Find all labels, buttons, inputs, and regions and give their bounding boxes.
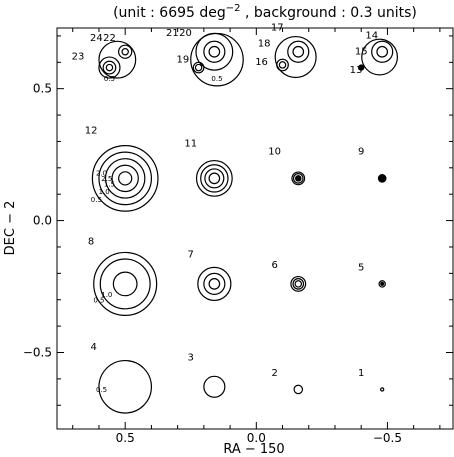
source-label: 10 xyxy=(268,147,281,158)
contour-12 xyxy=(104,158,146,199)
y-tick-label: 0.0 xyxy=(33,214,52,228)
contour-12 xyxy=(118,171,133,186)
filled-source-5 xyxy=(380,281,385,286)
contour-10 xyxy=(291,171,306,186)
contour-23 xyxy=(98,56,121,79)
axis-ticks: 0.5 0.0 −0.5 0.5 0.0 −0.5 xyxy=(23,28,453,445)
source-label: 20 xyxy=(179,28,192,39)
contour-level-label: 1.0 xyxy=(99,188,110,196)
source-label: 22 xyxy=(103,33,116,44)
x-tick-label: 0.5 xyxy=(116,431,135,445)
contour-lines xyxy=(91,32,399,414)
contour-15 xyxy=(361,38,399,76)
contour-21 xyxy=(190,32,244,87)
contour-18 xyxy=(274,35,317,79)
contour-23 xyxy=(102,60,117,75)
source-label: 15 xyxy=(355,46,368,57)
contour-11 xyxy=(195,159,233,197)
contour-16 xyxy=(278,61,287,69)
contour-6 xyxy=(294,280,303,288)
source-label: 11 xyxy=(184,139,197,150)
contour-11 xyxy=(204,168,225,189)
y-axis-label: DEC − 2 xyxy=(3,201,18,256)
source-label: 14 xyxy=(365,31,378,42)
contour-level-label: 1.0 xyxy=(101,291,112,299)
source-labels: 1234567891011121314151617181920212223240… xyxy=(72,23,378,394)
chart-title: (unit : 6695 deg−2 , background : 0.3 un… xyxy=(113,3,417,21)
source-label: 12 xyxy=(85,126,98,137)
contour-14 xyxy=(376,45,389,58)
contour-level-label: 0.5 xyxy=(104,75,115,83)
source-label: 6 xyxy=(271,260,277,271)
contour-8 xyxy=(99,258,151,310)
contour-12 xyxy=(91,144,159,212)
contour-24 xyxy=(98,40,137,79)
contour-8 xyxy=(112,271,138,297)
source-label: 5 xyxy=(358,263,364,274)
y-tick-label: −0.5 xyxy=(23,345,52,359)
contour-4 xyxy=(98,359,153,414)
contour-6 xyxy=(292,278,305,290)
filled-source-13 xyxy=(358,64,365,71)
contour-23 xyxy=(105,63,114,72)
contour-5 xyxy=(378,280,386,288)
contour-6 xyxy=(290,275,307,292)
contour-12 xyxy=(98,151,153,206)
contour-level-label: 2.5 xyxy=(101,175,112,183)
source-label: 16 xyxy=(255,57,268,68)
contour-10 xyxy=(292,173,304,184)
contour-level-label: 0.5 xyxy=(93,296,104,304)
contour-17 xyxy=(287,40,310,63)
plot-frame xyxy=(56,27,454,430)
source-label: 9 xyxy=(358,147,364,158)
source-label: 2 xyxy=(271,368,277,379)
x-tick-label: 0.0 xyxy=(247,431,266,445)
contour-20 xyxy=(203,40,226,63)
contour-20 xyxy=(208,45,221,58)
contour-22 xyxy=(121,47,129,56)
source-label: 24 xyxy=(90,33,103,44)
x-axis-label: RA − 150 xyxy=(223,442,284,457)
contour-level-label: 2.0 xyxy=(96,170,107,178)
source-label: 21 xyxy=(166,28,179,39)
filled-source-10 xyxy=(295,175,302,182)
contour-3 xyxy=(203,375,226,398)
source-label: 7 xyxy=(188,250,194,261)
contour-level-label: 0.5 xyxy=(211,75,222,83)
contour-19 xyxy=(194,63,203,72)
contour-8 xyxy=(93,251,158,316)
contour-level-label: 1.5 xyxy=(104,180,115,188)
y-tick-label: 0.5 xyxy=(33,82,52,96)
source-label: 1 xyxy=(358,368,364,379)
source-label: 3 xyxy=(188,352,194,363)
contour-1 xyxy=(380,387,385,392)
source-label: 19 xyxy=(177,54,190,65)
contour-12 xyxy=(111,164,139,193)
source-label: 18 xyxy=(258,38,271,49)
source-label: 23 xyxy=(72,52,85,63)
contour-7 xyxy=(203,272,226,295)
x-tick-label: −0.5 xyxy=(373,431,402,445)
contour-17 xyxy=(292,45,305,58)
contour-7 xyxy=(208,278,221,290)
contour-level-label: 0.5 xyxy=(91,196,102,204)
contour-19 xyxy=(192,61,205,74)
filled-source-9 xyxy=(377,174,387,183)
contour-11 xyxy=(200,164,229,193)
contour-11 xyxy=(208,172,221,185)
contour-2 xyxy=(293,384,304,395)
source-label: 13 xyxy=(350,65,363,76)
source-label: 17 xyxy=(271,23,284,34)
source-label: 4 xyxy=(91,342,97,353)
contour-level-label: 0.5 xyxy=(96,386,107,394)
contour-7 xyxy=(197,266,232,302)
source-label: 8 xyxy=(88,236,94,247)
contour-14 xyxy=(371,40,394,63)
contour-22 xyxy=(118,44,133,59)
